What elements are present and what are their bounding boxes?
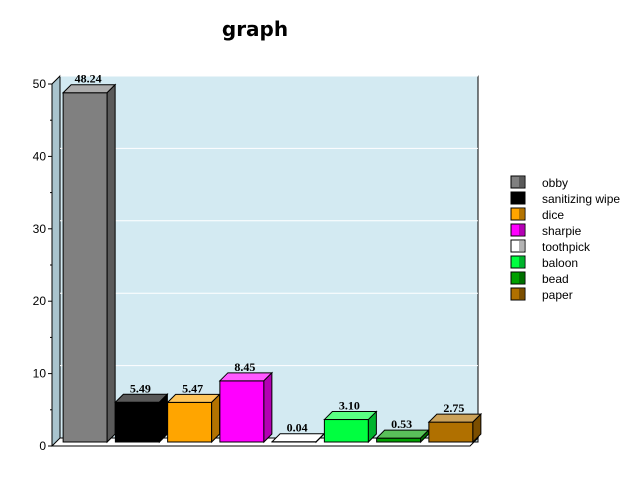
legend-swatch-shade (519, 289, 524, 299)
plot-side-wall (51, 74, 61, 447)
bar-side (211, 393, 221, 444)
legend-label: obby (542, 176, 568, 190)
bar-bead (375, 428, 430, 444)
bars (61, 83, 483, 444)
bar-toothpick (270, 432, 326, 444)
bar-front (323, 419, 369, 443)
bar-sanitizing-wipe (114, 393, 169, 444)
chart-title: graph (222, 17, 288, 41)
legend-item: obby (510, 175, 568, 190)
bar-side (472, 412, 482, 444)
data-label: 0.04 (287, 421, 308, 435)
bar-front (167, 401, 213, 443)
bar-top (375, 429, 430, 439)
bar-top (114, 393, 169, 403)
grid-lines (60, 75, 478, 367)
bar-sharpie (218, 371, 274, 444)
bar-side (263, 371, 273, 444)
legend: obby sanitizing wipe dice sharpie toothpick b… (510, 175, 620, 302)
bar-top (323, 411, 378, 421)
bar-front (428, 421, 474, 443)
data-label: 5.47 (182, 381, 203, 395)
bar-top (61, 84, 117, 94)
y-tick-label: 50 (33, 77, 47, 91)
data-label: 48.24 (75, 72, 102, 86)
bar-dice (166, 393, 221, 444)
legend-label: baloon (542, 256, 578, 270)
bar-baloon (323, 410, 378, 444)
bar-side (158, 393, 168, 444)
legend-label: sanitizing wipe (542, 192, 620, 206)
legend-item: sanitizing wipe (510, 191, 620, 206)
y-tick-label: 0 (39, 439, 46, 453)
y-tick-label: 10 (33, 367, 47, 381)
bar-top (427, 413, 483, 423)
legend-item: baloon (510, 255, 578, 270)
data-label: 2.75 (443, 401, 464, 415)
bar-front (114, 401, 160, 443)
bar-top (218, 372, 274, 382)
legend-swatch-shade (519, 273, 524, 283)
data-label: 8.45 (234, 360, 255, 374)
legend-swatch-shade (519, 193, 524, 203)
bar-paper (427, 412, 483, 444)
bar-front (376, 437, 422, 443)
legend-swatch-shade (519, 209, 524, 219)
legend-swatch-shade (519, 257, 524, 267)
legend-label: toothpick (542, 240, 591, 254)
data-label: 3.10 (339, 399, 360, 413)
y-tick-label: 30 (33, 222, 47, 236)
legend-swatch-shade (519, 241, 524, 251)
bar-side (367, 410, 377, 444)
legend-item: toothpick (510, 239, 591, 254)
data-label: 0.53 (391, 417, 412, 431)
legend-swatch-shade (519, 225, 524, 235)
bar-front (219, 380, 265, 443)
data-label: 5.49 (130, 381, 151, 395)
legend-item: paper (510, 287, 573, 302)
y-tick-label: 40 (33, 149, 47, 163)
legend-swatch-shade (519, 177, 524, 187)
bar-obby (61, 83, 117, 444)
bar-top (270, 433, 326, 443)
data-labels: 48.24 5.49 5.47 8.45 0.04 3.10 0.53 2.75 (75, 72, 465, 435)
legend-item: bead (510, 271, 569, 286)
legend-label: sharpie (542, 224, 582, 238)
y-tick-label: 20 (33, 294, 47, 308)
legend-label: bead (542, 272, 569, 286)
bar-front (62, 92, 108, 443)
legend-label: dice (542, 208, 564, 222)
y-axis: 0 10 20 30 40 50 (33, 77, 53, 453)
legend-item: dice (510, 207, 564, 222)
bar-side (106, 83, 116, 444)
legend-item: sharpie (510, 223, 582, 238)
bar-top (166, 393, 221, 403)
legend-label: paper (542, 288, 573, 302)
